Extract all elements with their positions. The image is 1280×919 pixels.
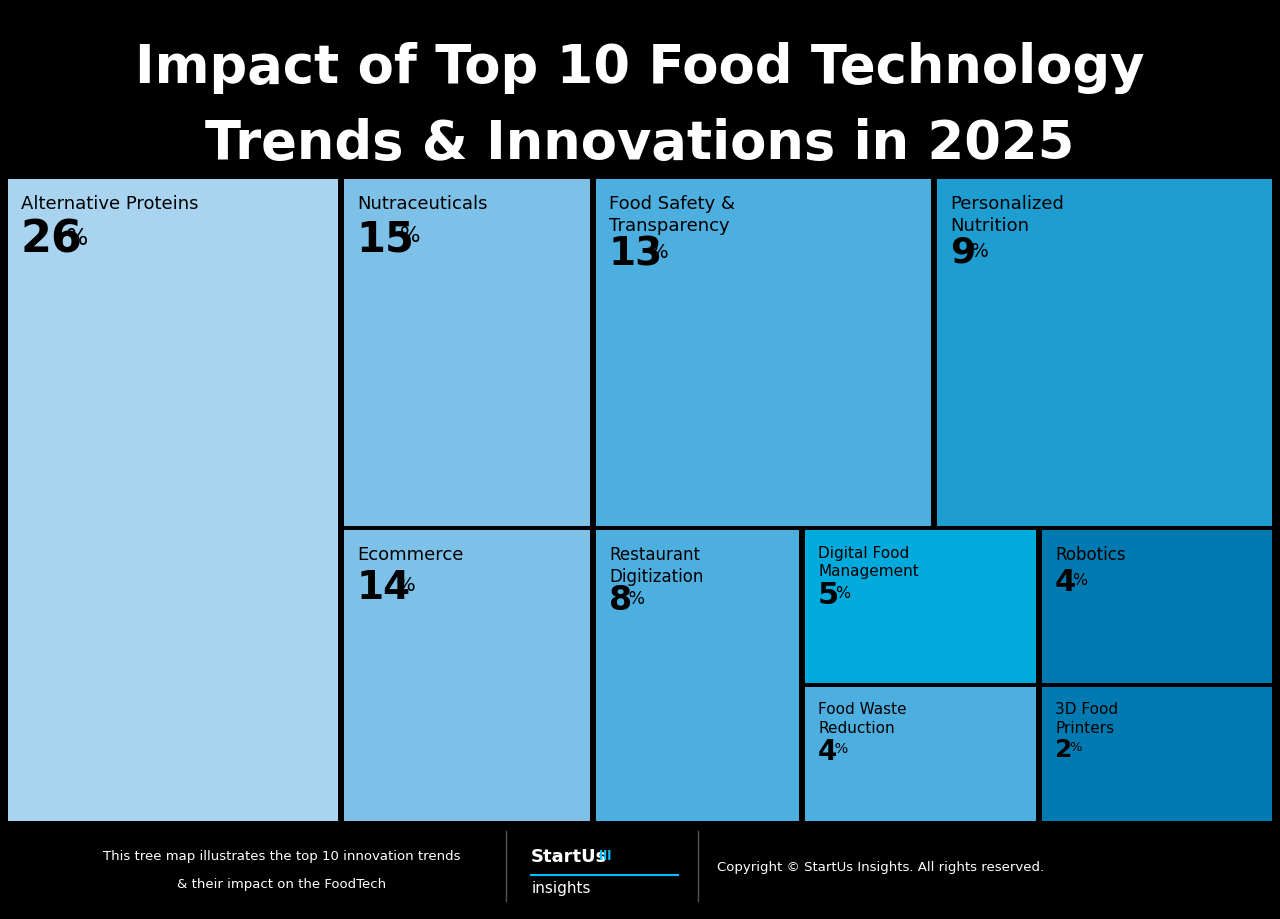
Text: Personalized
Nutrition: Personalized Nutrition [950,194,1064,234]
Text: %: % [623,589,645,607]
Text: %: % [965,242,989,261]
Text: 14: 14 [357,569,411,607]
Text: 15: 15 [357,218,415,260]
Text: Digital Food
Management: Digital Food Management [818,545,919,578]
Bar [8,180,338,822]
Text: 4: 4 [1055,567,1076,596]
Bar [1042,531,1272,683]
Text: This tree map illustrates the top 10 innovation trends: This tree map illustrates the top 10 inn… [102,849,461,862]
Text: Restaurant
Digitization: Restaurant Digitization [609,545,703,585]
Text: & their impact on the FoodTech: & their impact on the FoodTech [177,877,387,891]
Text: 4: 4 [818,737,837,765]
Text: %: % [1066,741,1083,754]
Text: 26: 26 [20,218,83,261]
Text: 5: 5 [818,581,840,609]
Text: Robotics: Robotics [1055,545,1125,563]
Text: %: % [643,243,668,262]
Text: %: % [831,585,851,601]
Text: %: % [390,575,416,595]
Text: Alternative Proteins: Alternative Proteins [20,194,198,212]
Text: Ecommerce: Ecommerce [357,545,463,563]
Text: Food Waste
Reduction: Food Waste Reduction [818,701,906,735]
Text: StartUs: StartUs [531,846,608,865]
Text: %: % [1069,573,1088,587]
Bar [805,531,1036,683]
Bar [1042,687,1272,822]
Bar [596,531,799,822]
Text: Copyright © StartUs Insights. All rights reserved.: Copyright © StartUs Insights. All rights… [717,859,1044,873]
Text: 9: 9 [950,235,975,269]
Text: %: % [829,742,849,755]
Text: Impact of Top 10 Food Technology: Impact of Top 10 Food Technology [136,42,1144,94]
Text: Food Safety &
Transparency: Food Safety & Transparency [609,194,735,234]
Text: 13: 13 [609,235,663,273]
Bar [596,180,931,527]
Text: 8: 8 [609,584,632,617]
Text: %: % [59,226,88,249]
Text: 2: 2 [1055,737,1073,761]
Bar [344,180,590,527]
Text: Nutraceuticals: Nutraceuticals [357,194,488,212]
Text: 3D Food
Printers: 3D Food Printers [1055,701,1119,735]
Text: %: % [393,226,420,245]
Bar [344,531,590,822]
Text: insights: insights [531,880,590,895]
Bar [805,687,1036,822]
Bar [937,180,1272,527]
Text: lll: lll [599,849,612,862]
Text: Trends & Innovations in 2025: Trends & Innovations in 2025 [205,118,1075,169]
